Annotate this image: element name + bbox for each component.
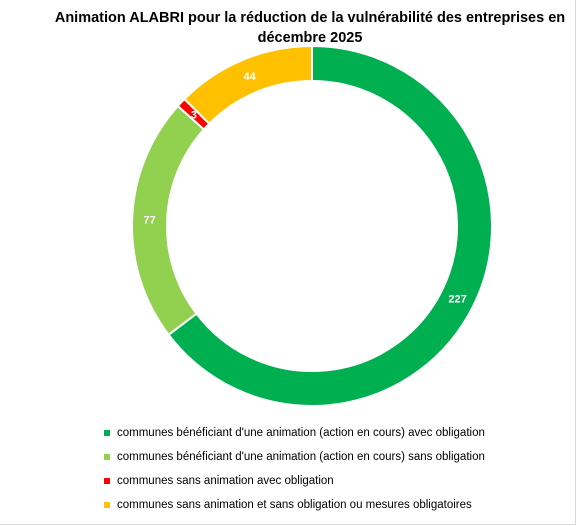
legend-label: communes bénéficiant d'une animation (ac…	[117, 426, 485, 439]
legend-swatch-2	[104, 477, 110, 484]
data-label: 227	[448, 293, 466, 305]
donut-slice	[167, 44, 493, 407]
legend-item: communes bénéficiant d'une animation (ac…	[104, 450, 485, 463]
donut-slice	[183, 44, 313, 126]
data-label: 44	[244, 71, 257, 83]
legend-item: communes sans animation avec obligation	[104, 474, 485, 487]
data-label: 77	[144, 214, 156, 226]
legend-swatch-0	[104, 429, 110, 436]
legend: communes bénéficiant d'une animation (ac…	[104, 426, 485, 522]
legend-label: communes sans animation avec obligation	[117, 474, 334, 487]
legend-swatch-1	[104, 453, 110, 460]
legend-swatch-3	[104, 501, 110, 508]
legend-label: communes bénéficiant d'une animation (ac…	[117, 450, 485, 463]
legend-item: communes sans animation et sans obligati…	[104, 498, 485, 511]
data-label: 3	[191, 109, 197, 121]
legend-item: communes bénéficiant d'une animation (ac…	[104, 426, 485, 439]
legend-label: communes sans animation et sans obligati…	[117, 498, 472, 511]
chart-title: Animation ALABRI pour la réduction de la…	[54, 10, 566, 46]
